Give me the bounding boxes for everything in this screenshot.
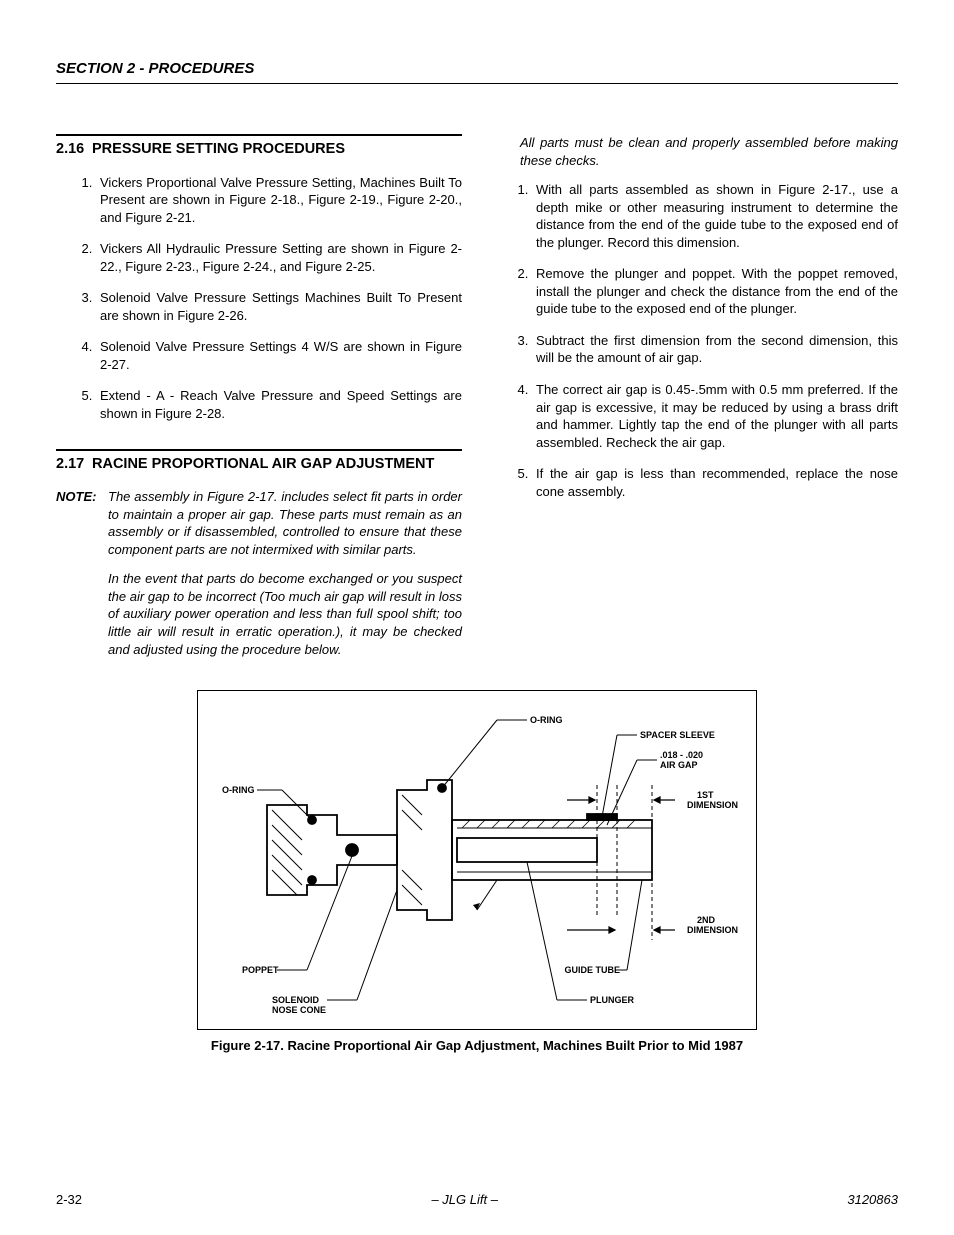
right-column: All parts must be clean and properly ass… (492, 134, 898, 670)
label-dim1b: DIMENSION (687, 800, 738, 810)
list-item: Solenoid Valve Pressure Settings Machine… (96, 289, 462, 324)
label-guide: GUIDE TUBE (564, 965, 620, 975)
section-216-list: Vickers Proportional Valve Pressure Sett… (56, 174, 462, 423)
note-label: NOTE: (56, 488, 108, 558)
label-oring-top: O-RING (530, 715, 563, 725)
list-item: Extend - A - Reach Valve Pressure and Sp… (96, 387, 462, 422)
label-airgap2: AIR GAP (660, 760, 698, 770)
figure-2-17: O-RING SPACER SLEEVE .018 - .020 AIR GAP… (56, 690, 898, 1053)
content-columns: 2.16 PRESSURE SETTING PROCEDURES Vickers… (56, 134, 898, 670)
list-item: Solenoid Valve Pressure Settings 4 W/S a… (96, 338, 462, 373)
section-rule (56, 134, 462, 136)
list-item: Vickers Proportional Valve Pressure Sett… (96, 174, 462, 227)
page: SECTION 2 - PROCEDURES 2.16 PRESSURE SET… (0, 0, 954, 1235)
section-rule (56, 449, 462, 451)
list-item: Vickers All Hydraulic Pressure Setting a… (96, 240, 462, 275)
footer-center: – JLG Lift – (431, 1192, 497, 1207)
label-solenoid2: NOSE CONE (272, 1005, 326, 1015)
label-dim1a: 1ST (697, 790, 714, 800)
footer-left: 2-32 (56, 1192, 82, 1207)
page-header: SECTION 2 - PROCEDURES (56, 60, 898, 84)
note-paragraph: All parts must be clean and properly ass… (520, 134, 898, 169)
label-dim2a: 2ND (697, 915, 716, 925)
note-text: The assembly in Figure 2-17. includes se… (108, 488, 462, 558)
section-number: 2.17 (56, 455, 92, 475)
note-paragraph: In the event that parts do become exchan… (108, 570, 462, 658)
label-poppet: POPPET (242, 965, 279, 975)
label-plunger: PLUNGER (590, 995, 635, 1005)
section-heading: RACINE PROPORTIONAL AIR GAP ADJUSTMENT (92, 455, 434, 475)
label-airgap1: .018 - .020 (660, 750, 703, 760)
label-oring-left: O-RING (222, 785, 255, 795)
note-block: NOTE: The assembly in Figure 2-17. inclu… (56, 488, 462, 558)
list-item: Subtract the first dimension from the se… (532, 332, 898, 367)
footer-right: 3120863 (847, 1192, 898, 1207)
section-217-list: With all parts assembled as shown in Fig… (492, 181, 898, 500)
section-216-title: 2.16 PRESSURE SETTING PROCEDURES (56, 140, 462, 160)
section-heading: PRESSURE SETTING PROCEDURES (92, 140, 345, 160)
label-spacer: SPACER SLEEVE (640, 730, 715, 740)
list-item: With all parts assembled as shown in Fig… (532, 181, 898, 251)
left-column: 2.16 PRESSURE SETTING PROCEDURES Vickers… (56, 134, 462, 670)
label-solenoid1: SOLENOID (272, 995, 320, 1005)
section-number: 2.16 (56, 140, 92, 160)
list-item: Remove the plunger and poppet. With the … (532, 265, 898, 318)
list-item: The correct air gap is 0.45-.5mm with 0.… (532, 381, 898, 451)
diagram-svg: O-RING SPACER SLEEVE .018 - .020 AIR GAP… (197, 690, 757, 1030)
label-dim2b: DIMENSION (687, 925, 738, 935)
page-footer: 2-32 – JLG Lift – 3120863 (56, 1192, 898, 1207)
figure-caption: Figure 2-17. Racine Proportional Air Gap… (56, 1038, 898, 1053)
section-217-title: 2.17 RACINE PROPORTIONAL AIR GAP ADJUSTM… (56, 455, 462, 475)
list-item: If the air gap is less than recommended,… (532, 465, 898, 500)
